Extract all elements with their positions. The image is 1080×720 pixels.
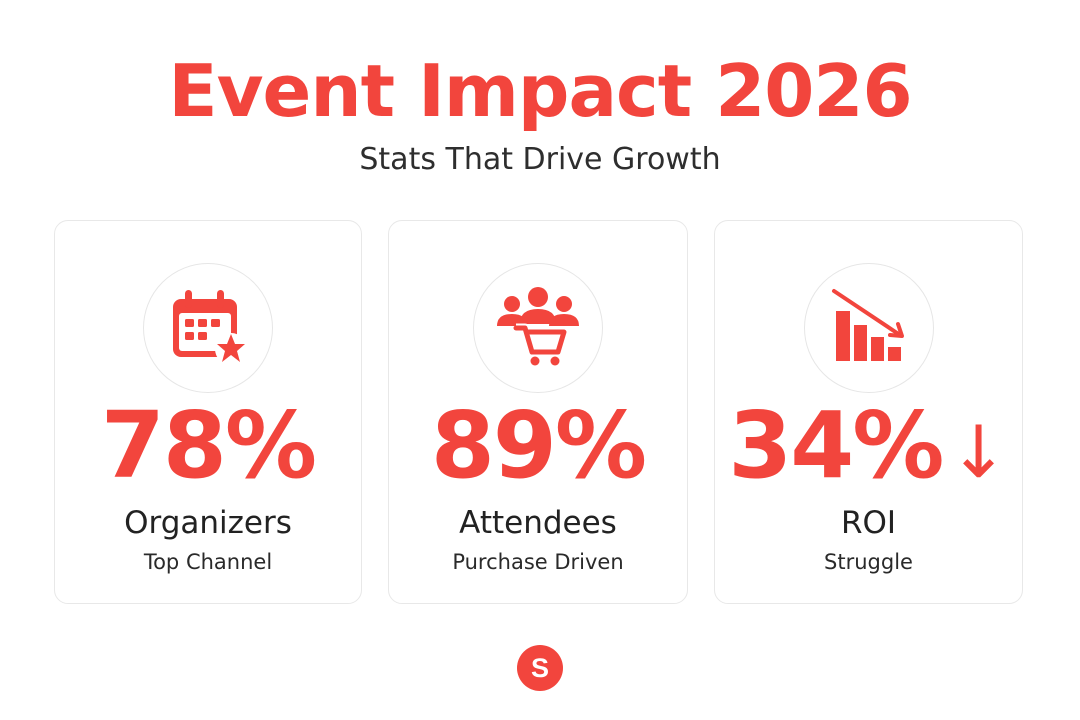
- stat-label: Attendees: [459, 505, 617, 541]
- stat-card-roi: 34%↓ ROI Struggle: [714, 220, 1023, 604]
- stat-card-attendees: 89% Attendees Purchase Driven: [388, 220, 688, 604]
- stat-value: 89%: [430, 392, 647, 499]
- stat-sublabel: Struggle: [824, 550, 913, 574]
- page-subtitle: Stats That Drive Growth: [359, 142, 721, 177]
- icon-circle: [143, 263, 273, 393]
- page-title: Event Impact 2026: [168, 49, 912, 133]
- stat-sublabel: Top Channel: [143, 550, 273, 574]
- icon-circle: [473, 263, 603, 393]
- stat-sublabel: Purchase Driven: [452, 550, 624, 574]
- down-arrow-icon: ↓: [948, 410, 1009, 494]
- people-cart-icon: [497, 287, 579, 366]
- stat-label: Organizers: [124, 505, 292, 541]
- stat-value: 78%: [100, 392, 317, 499]
- stat-value: 34%↓: [715, 393, 1022, 505]
- stat-number: 34%: [728, 392, 944, 499]
- declining-bar-chart-icon: [831, 289, 904, 361]
- icon-circle: [803, 263, 934, 393]
- brand-logo: S: [517, 645, 563, 691]
- calendar-star-icon: [173, 290, 247, 365]
- stat-card-organizers: 78% Organizers Top Channel: [54, 220, 362, 604]
- logo-letter: S: [531, 653, 549, 683]
- stat-label: ROI: [840, 505, 897, 541]
